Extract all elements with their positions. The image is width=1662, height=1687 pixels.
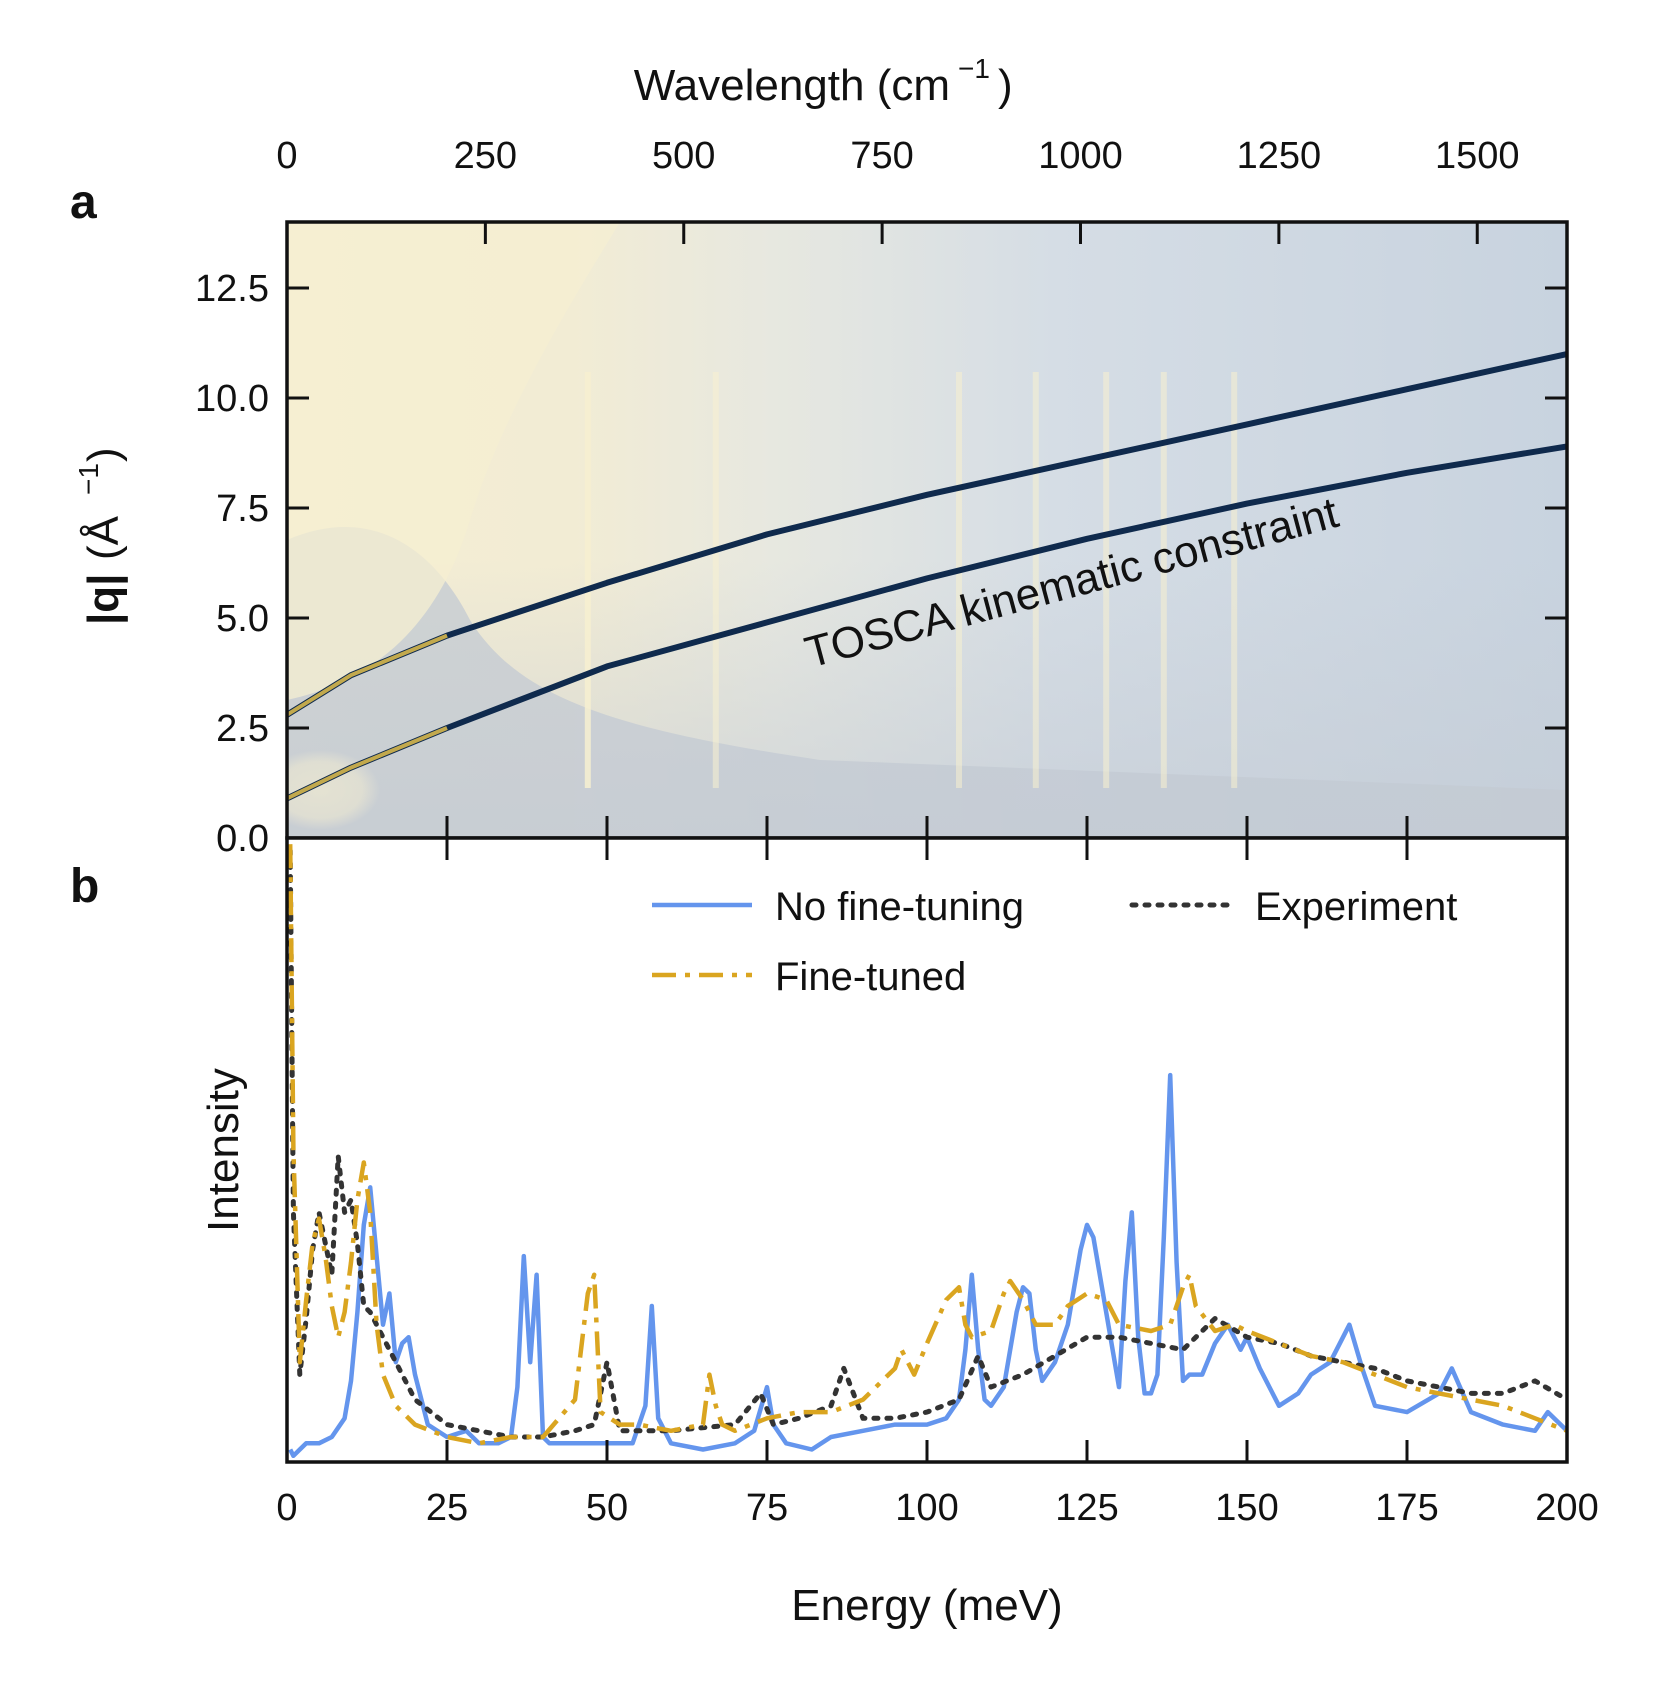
heatmap-streak [1160, 372, 1167, 788]
y-tick-label: 0.0 [216, 818, 269, 860]
x-tick-label: 0 [276, 1487, 297, 1529]
top-tick-label: 1500 [1435, 135, 1520, 177]
panel-b-letter: b [70, 860, 99, 913]
top-tick-label: 500 [652, 135, 715, 177]
legend-entry-experiment: Experiment [1129, 885, 1457, 929]
top-axis-title: Wavelength (cm −1 ) [634, 53, 1013, 110]
heatmap-ticks [285, 222, 1569, 840]
x-tick-label: 75 [746, 1487, 788, 1529]
y-axis-title-unit: (Å [79, 515, 128, 560]
legend-label-no-fine-tuning: No fine-tuning [775, 885, 1024, 929]
x-axis-title: Energy (meV) [791, 1581, 1062, 1630]
constraint-curve-highlight-upper [287, 633, 448, 717]
y-tick-label: 2.5 [216, 708, 269, 750]
y-axis-title-exp: −1 [73, 463, 104, 495]
spectrum-panel: 0 25 50 75 100 125 150 175 200 No fine-tuning Ex… [276, 836, 1599, 1529]
heatmap-layer [287, 222, 1567, 838]
heatmap-y-tick-labels: 0.0 2.5 5.0 7.5 10.0 12.5 [195, 268, 269, 860]
legend-entry-no-fine-tuning: No fine-tuning [652, 885, 1024, 929]
x-tick-label: 50 [586, 1487, 628, 1529]
y-tick-label: 5.0 [216, 598, 269, 640]
x-tick-label: 150 [1215, 1487, 1278, 1529]
y-axis-title-close: ) [79, 447, 128, 462]
y-tick-label: 12.5 [195, 268, 269, 310]
x-tick-label: 25 [426, 1487, 468, 1529]
heatmap-top-tick-labels: 0 250 500 750 1000 1250 1500 [276, 135, 1519, 177]
top-axis-title-exp: −1 [958, 53, 990, 84]
top-axis-title-close: ) [998, 61, 1013, 110]
series-no-fine-tuning [288, 1072, 1567, 1459]
heatmap-panel: TOSCA kinematic constraint 0.02.55.07.51… [195, 135, 1569, 860]
heatmap-streak [956, 372, 962, 788]
heatmap-streaks [584, 372, 1238, 788]
heatmap-y-axis-title: |q| (Å −1 ) [73, 447, 129, 625]
top-axis-title-main: Wavelength (cm [634, 61, 950, 110]
legend: No fine-tuning Experiment Fine-tuned [652, 885, 1457, 999]
constraint-curves [287, 351, 1567, 802]
x-tick-label: 100 [895, 1487, 958, 1529]
heatmap-streak [1231, 372, 1238, 788]
x-tick-label: 200 [1535, 1487, 1598, 1529]
top-tick-label: 750 [850, 135, 913, 177]
y-tick-label: 7.5 [216, 488, 269, 530]
top-tick-label: 250 [454, 135, 517, 177]
spectrum-x-tick-labels: 0 25 50 75 100 125 150 175 200 [276, 1487, 1598, 1529]
constraint-curve-highlight-lower [287, 726, 448, 801]
heatmap-streak [1103, 372, 1110, 788]
top-tick-label: 0 [276, 135, 297, 177]
y-axis-title-q: |q| [79, 574, 129, 626]
spectrum-ticks [285, 838, 1569, 1462]
x-tick-label: 175 [1375, 1487, 1438, 1529]
heatmap-streak [1032, 372, 1039, 788]
spectrum-y-axis-title: Intensity [199, 1068, 248, 1232]
series-fine-tuned [287, 844, 1567, 1446]
legend-entry-fine-tuned: Fine-tuned [652, 955, 966, 999]
legend-label-experiment: Experiment [1255, 885, 1457, 929]
panel-a-letter: a [70, 176, 97, 229]
legend-label-fine-tuned: Fine-tuned [775, 955, 966, 999]
y-tick-label: 10.0 [195, 378, 269, 420]
top-tick-label: 1000 [1038, 135, 1123, 177]
heatmap-streak [584, 372, 591, 788]
heatmap-streak [712, 372, 719, 788]
top-tick-label: 1250 [1237, 135, 1322, 177]
spectrum-series [287, 844, 1567, 1459]
x-tick-label: 125 [1055, 1487, 1118, 1529]
spectrum-background [287, 838, 1567, 1462]
